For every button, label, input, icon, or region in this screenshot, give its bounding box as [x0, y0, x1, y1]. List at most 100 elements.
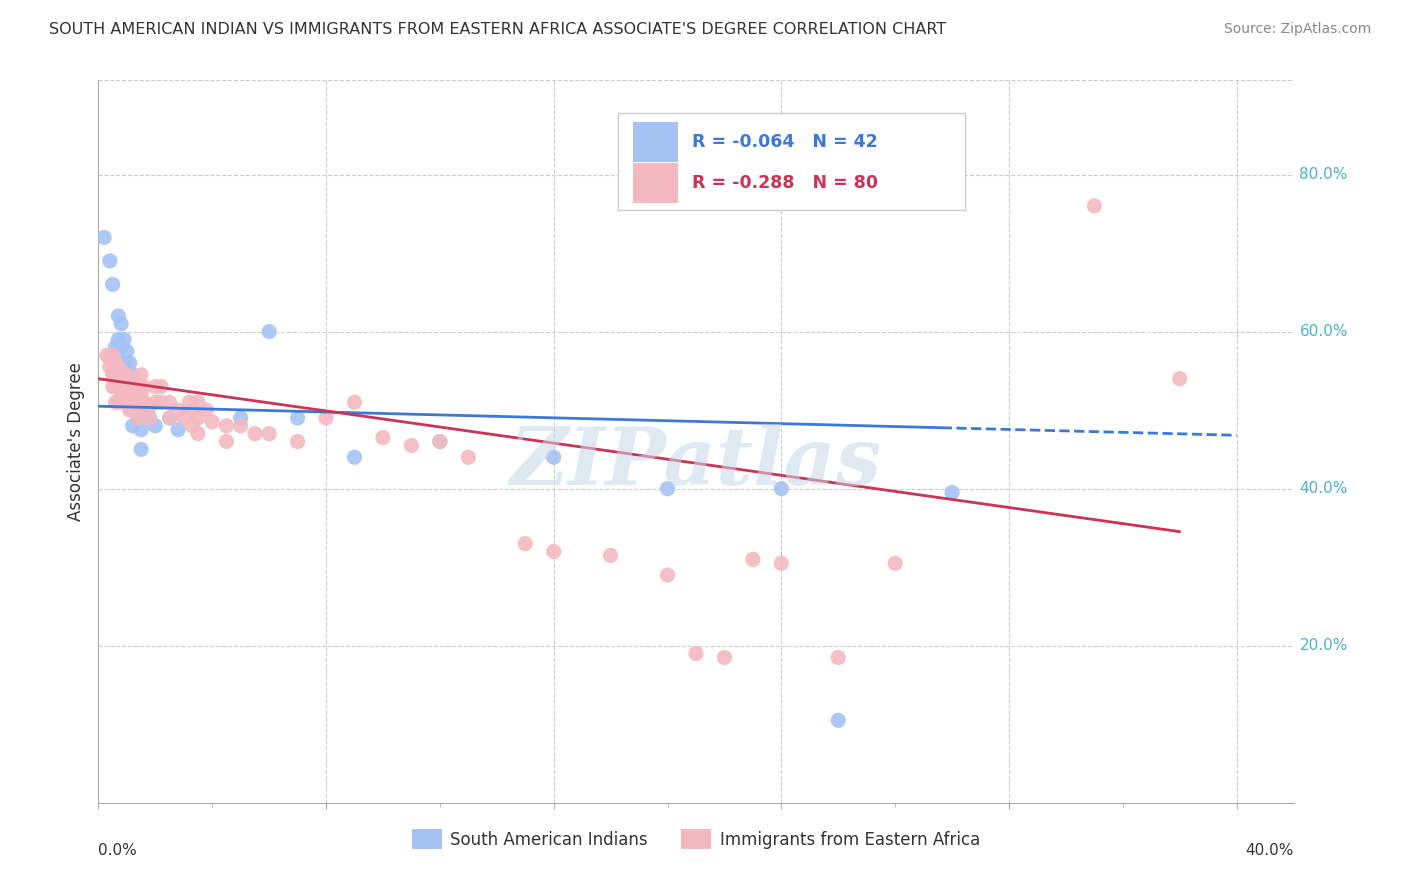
Point — [1168, 372, 1191, 386]
Point — [187, 395, 209, 409]
Point — [107, 333, 129, 347]
Point — [143, 395, 166, 409]
Point — [159, 411, 181, 425]
FancyBboxPatch shape — [619, 112, 965, 211]
Point — [104, 379, 127, 393]
Point — [187, 411, 209, 425]
Point — [124, 379, 146, 393]
Point — [115, 379, 138, 393]
Point — [215, 434, 238, 449]
Point — [101, 277, 124, 292]
Y-axis label: Associate's Degree: Associate's Degree — [66, 362, 84, 521]
Point — [884, 556, 907, 570]
Point — [118, 376, 141, 390]
Point — [104, 368, 127, 382]
Point — [121, 368, 143, 382]
Point — [107, 359, 129, 374]
Point — [118, 387, 141, 401]
Point — [195, 403, 218, 417]
Point — [121, 372, 143, 386]
Point — [118, 356, 141, 370]
Point — [98, 359, 121, 374]
Point — [115, 344, 138, 359]
Point — [127, 379, 149, 393]
Point — [138, 399, 160, 413]
Point — [138, 411, 160, 425]
Point — [118, 379, 141, 393]
FancyBboxPatch shape — [633, 122, 678, 162]
Point — [159, 411, 181, 425]
Text: Source: ZipAtlas.com: Source: ZipAtlas.com — [1223, 22, 1371, 37]
Point — [173, 411, 195, 425]
Point — [118, 403, 141, 417]
Point — [713, 650, 735, 665]
Point — [599, 549, 621, 563]
Point — [229, 418, 252, 433]
Point — [770, 556, 793, 570]
Point — [181, 418, 204, 433]
Point — [287, 434, 309, 449]
Point — [110, 392, 132, 406]
Point — [132, 379, 155, 393]
Point — [657, 482, 679, 496]
Point — [112, 356, 135, 370]
Point — [112, 384, 135, 398]
Text: 20.0%: 20.0% — [1299, 639, 1348, 653]
Point — [112, 333, 135, 347]
Point — [287, 411, 309, 425]
Point — [124, 403, 146, 417]
Point — [429, 434, 451, 449]
Point — [143, 379, 166, 393]
Point — [1083, 199, 1105, 213]
Point — [343, 395, 366, 409]
Point — [657, 568, 679, 582]
Point — [93, 230, 115, 244]
Point — [229, 411, 252, 425]
Point — [115, 368, 138, 382]
Point — [429, 434, 451, 449]
Point — [124, 379, 146, 393]
Text: 0.0%: 0.0% — [98, 843, 138, 857]
Point — [110, 372, 132, 386]
Point — [98, 352, 121, 367]
Point — [115, 395, 138, 409]
Point — [104, 395, 127, 409]
Point — [257, 325, 280, 339]
Text: ZIPatlas: ZIPatlas — [510, 425, 882, 502]
Point — [110, 340, 132, 354]
Point — [187, 426, 209, 441]
Point — [129, 399, 152, 413]
Point — [257, 426, 280, 441]
Point — [132, 395, 155, 409]
Point — [315, 411, 337, 425]
Point — [101, 348, 124, 362]
Point — [181, 403, 204, 417]
Point — [124, 395, 146, 409]
Point — [107, 309, 129, 323]
Point — [401, 438, 423, 452]
Point — [150, 379, 173, 393]
Point — [127, 387, 149, 401]
Point — [101, 368, 124, 382]
Point — [215, 418, 238, 433]
Point — [371, 431, 394, 445]
Point — [741, 552, 763, 566]
Text: 80.0%: 80.0% — [1299, 167, 1348, 182]
Point — [941, 485, 963, 500]
Point — [107, 379, 129, 393]
Point — [104, 356, 127, 370]
Point — [179, 395, 201, 409]
Text: 40.0%: 40.0% — [1299, 481, 1348, 496]
Text: 60.0%: 60.0% — [1299, 324, 1348, 339]
Point — [107, 356, 129, 370]
Point — [457, 450, 479, 465]
Text: R = -0.064   N = 42: R = -0.064 N = 42 — [692, 133, 879, 151]
Point — [827, 714, 849, 728]
Point — [150, 395, 173, 409]
Point — [127, 395, 149, 409]
Point — [129, 403, 152, 417]
Point — [121, 387, 143, 401]
Point — [127, 411, 149, 425]
Point — [129, 368, 152, 382]
Point — [121, 418, 143, 433]
